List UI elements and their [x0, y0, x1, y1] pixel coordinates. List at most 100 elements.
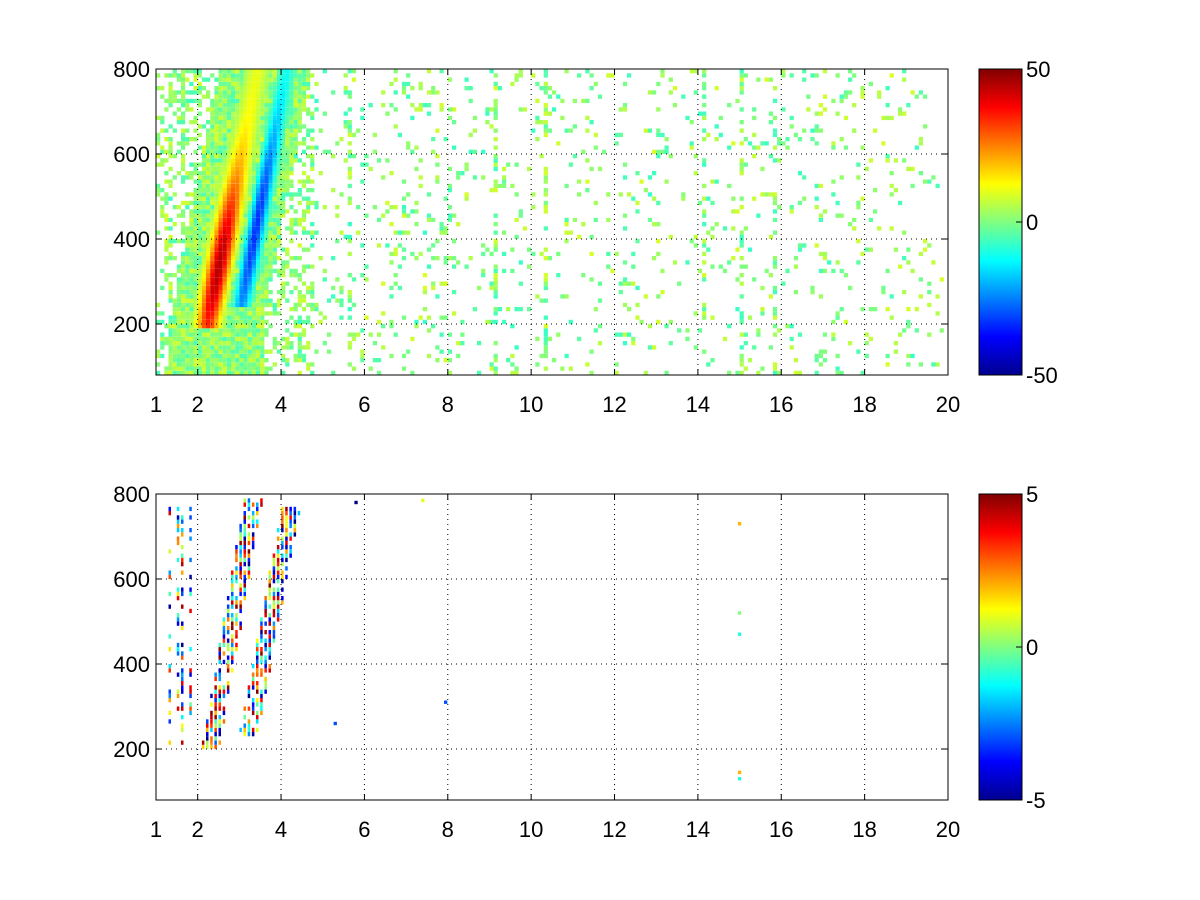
heatmap-cell [243, 549, 246, 554]
heatmap-cell [276, 137, 282, 142]
heatmap-cell [260, 319, 265, 325]
heatmap-cell [276, 230, 282, 235]
heatmap-cell [614, 370, 619, 376]
heatmap-cell [251, 226, 257, 231]
heatmap-cell [210, 247, 215, 252]
heatmap-cell [856, 239, 861, 244]
heatmap-cell [243, 124, 248, 129]
heatmap-cell [906, 166, 911, 172]
heatmap-cell [172, 336, 177, 342]
heatmap-cell [210, 98, 215, 104]
heatmap-cell [406, 73, 411, 78]
heatmap-cell [226, 298, 232, 303]
heatmap-cell [706, 230, 711, 235]
heatmap-cell [235, 158, 240, 163]
heatmap-cell [264, 676, 267, 682]
heatmap-cell [276, 158, 282, 163]
heatmap-cell [181, 706, 184, 711]
heatmap-cell [406, 213, 411, 218]
heatmap-cell [264, 115, 269, 121]
heatmap-cell [201, 86, 207, 91]
heatmap-cell [197, 370, 202, 376]
heatmap-cell [439, 230, 444, 235]
heatmap-cell [226, 69, 232, 74]
heatmap-cell [643, 370, 648, 376]
heatmap-cell [197, 247, 202, 252]
heatmap-cell [406, 230, 411, 235]
heatmap-cell [739, 315, 744, 320]
heatmap-cell [251, 264, 257, 269]
heatmap-cell [743, 341, 748, 346]
heatmap-cell [331, 294, 336, 299]
heatmap-cell [493, 213, 498, 218]
heatmap-cell [272, 587, 276, 592]
heatmap-cell [543, 247, 548, 252]
heatmap-cell [197, 132, 202, 138]
heatmap-cell [339, 137, 344, 142]
heatmap-cell [231, 209, 236, 214]
heatmap-cell [264, 256, 269, 261]
heatmap-cell [176, 370, 181, 376]
heatmap-cell [243, 200, 248, 206]
heatmap-cell [339, 302, 344, 308]
heatmap-cell [218, 298, 223, 303]
heatmap-cell [243, 540, 246, 546]
heatmap-cell [235, 183, 240, 188]
heatmap-cell [418, 183, 423, 188]
heatmap-cell [206, 307, 211, 312]
heatmap-cell [160, 213, 165, 218]
heatmap-cell [276, 579, 280, 584]
heatmap-cell [239, 604, 242, 609]
heatmap-cell [797, 137, 803, 142]
heatmap-cell [347, 239, 352, 244]
heatmap-cell [231, 200, 236, 206]
heatmap-cell [181, 145, 186, 150]
heatmap-cell [260, 285, 265, 291]
heatmap-cell [206, 328, 211, 333]
heatmap-cell [181, 268, 186, 274]
heatmap-cell [547, 94, 552, 99]
heatmap-cell [860, 307, 865, 312]
heatmap-cell [239, 166, 244, 172]
heatmap-cell [272, 90, 277, 95]
heatmap-cell [260, 234, 265, 240]
heatmap-cell [256, 166, 261, 172]
heatmap-cell [181, 209, 186, 214]
heatmap-cell [218, 200, 223, 206]
heatmap-cell [256, 668, 259, 673]
heatmap-cell [206, 137, 211, 142]
heatmap-cell [585, 128, 590, 133]
heatmap-cell [301, 77, 307, 82]
heatmap-cell [235, 324, 240, 329]
heatmap-cell [435, 128, 440, 133]
heatmap-cell [193, 277, 198, 282]
x-tick-label: 12 [602, 817, 626, 842]
heatmap-cell [222, 179, 227, 184]
heatmap-cell [727, 324, 732, 329]
heatmap-cell [281, 557, 284, 563]
heatmap-cell [218, 723, 221, 728]
heatmap-cell [264, 600, 267, 605]
heatmap-cell [797, 247, 803, 252]
heatmap-cell [239, 591, 242, 597]
heatmap-cell [777, 328, 782, 333]
heatmap-cell [585, 158, 590, 163]
heatmap-cell [306, 145, 311, 150]
heatmap-cell [201, 319, 207, 325]
heatmap-cell [239, 540, 242, 546]
heatmap-cell [243, 319, 248, 325]
heatmap-cell [172, 328, 177, 333]
heatmap-cell [852, 73, 857, 78]
heatmap-cell [301, 358, 307, 363]
heatmap-cell [877, 94, 882, 99]
heatmap-cell [268, 234, 273, 240]
heatmap-cell [222, 230, 227, 235]
heatmap-cell [597, 166, 603, 172]
heatmap-cell [231, 251, 236, 257]
heatmap-cell [752, 115, 757, 121]
heatmap-cell [306, 230, 311, 235]
heatmap-cell [235, 328, 240, 333]
heatmap-cell [214, 264, 219, 269]
heatmap-cell [251, 341, 257, 346]
heatmap-cell [289, 77, 294, 82]
